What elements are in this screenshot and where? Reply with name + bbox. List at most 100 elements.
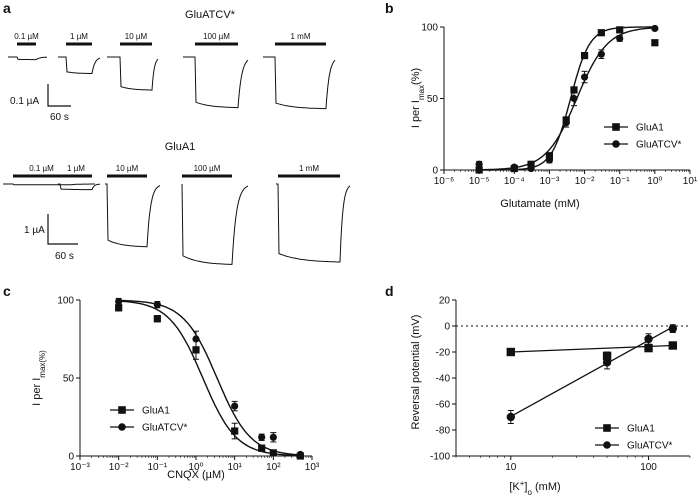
data-point-square <box>231 427 239 435</box>
data-point-circle <box>562 119 570 127</box>
current-trace <box>263 56 336 110</box>
x-tick-label: 10⁻³ <box>70 462 90 473</box>
panel-b-glutamate-dose-response: 10⁻⁶ 10⁻⁵ 10⁻⁴ 10⁻³ 10⁻² 10⁻¹ 10⁰ 10¹ 0 50 100 Glu… <box>410 23 698 211</box>
data-point-circle <box>506 412 516 422</box>
scale-y-top: 0.1 µA <box>10 96 39 107</box>
panel-d-reversal-potential: 10 100 20 0 -20 -40 -60 -80 -100 [K+]o (mM) Reve… <box>410 296 691 496</box>
data-point-circle <box>475 160 483 168</box>
x-tick-label: 10⁻¹ <box>147 462 167 473</box>
data-point-circle <box>258 433 266 441</box>
panel-a-traces: GluATCV* GluA1 0.1 µM 1 µM 10 µM 100 µM 1 mM… <box>3 9 351 265</box>
data-point-square <box>192 346 200 354</box>
scale-bar-bottom: 1 µA 60 s <box>24 214 78 262</box>
x-tick-label: 10³ <box>305 462 320 473</box>
y-tick-label: 0 <box>432 166 438 177</box>
concentration-label: 10 µM <box>125 32 148 41</box>
concentration-label: 1 mM <box>291 32 311 41</box>
x-tick-label: 10⁰ <box>188 462 203 473</box>
panel-letter-b: b <box>385 0 394 16</box>
data-point-square <box>258 444 266 452</box>
y-tick-label: 100 <box>421 23 438 34</box>
x-tick-label: 100 <box>640 462 657 473</box>
data-point-circle <box>644 334 653 344</box>
x-tick-label: 10⁻⁶ <box>434 176 455 187</box>
data-point-square <box>597 29 605 37</box>
y-tick-label: 50 <box>427 94 439 105</box>
data-point-circle <box>510 163 518 171</box>
x-tick-label: 10¹ <box>227 462 242 473</box>
data-point-square <box>118 406 126 414</box>
data-point-circle <box>269 433 277 441</box>
concentration-label: 1 mM <box>299 164 319 173</box>
data-point-circle <box>296 450 304 459</box>
data-point-circle <box>580 73 589 81</box>
current-trace <box>107 56 159 91</box>
current-trace <box>58 56 101 74</box>
d-xlabel: [K+]o (mM) <box>509 479 560 496</box>
trace-title-bottom: GluA1 <box>165 141 196 153</box>
data-point-square <box>527 160 535 168</box>
scale-y-bottom: 1 µA <box>24 225 45 236</box>
panel-letter-d: d <box>385 283 394 299</box>
data-point-circle <box>616 34 624 43</box>
data-point-square <box>668 341 677 350</box>
legend-label: GluATCV* <box>636 140 681 151</box>
data-point-circle <box>603 441 611 449</box>
data-point-circle <box>115 297 123 306</box>
data-point-circle <box>612 140 620 148</box>
c-xlabel: CNQX (µM) <box>167 469 225 481</box>
data-point-circle <box>651 24 659 33</box>
x-tick-label: 10⁻¹ <box>610 176 630 187</box>
x-tick-label: 10¹ <box>683 176 698 187</box>
fit-curve <box>479 26 655 171</box>
b-xlabel: Glutamate (mM) <box>500 198 579 210</box>
data-point-square <box>269 449 277 457</box>
scale-x-bottom: 60 s <box>55 251 74 262</box>
current-trace <box>183 56 249 109</box>
x-tick-label: 10⁰ <box>647 176 662 187</box>
data-point-circle <box>231 402 239 410</box>
data-point-circle <box>668 324 677 333</box>
current-trace <box>181 183 249 265</box>
concentration-label: 0.1 µM <box>14 32 39 41</box>
fit-curve <box>479 27 655 171</box>
y-tick-label: -60 <box>436 400 451 411</box>
data-point-square <box>545 152 554 160</box>
data-point-circle <box>153 301 161 309</box>
y-tick-label: 0 <box>444 322 450 333</box>
data-point-square <box>115 304 123 312</box>
x-tick-label: 10⁻³ <box>540 176 560 187</box>
y-tick-label: 20 <box>439 296 451 307</box>
legend-label: GluATCV* <box>627 441 672 452</box>
data-point-circle <box>118 423 126 431</box>
trace-title-top: GluATCV* <box>185 9 236 21</box>
legend-label: GluA1 <box>627 424 655 435</box>
concentration-label: 1 µM <box>67 164 85 173</box>
data-point-circle <box>545 156 554 164</box>
data-point-circle <box>570 94 578 103</box>
d-ylabel: Reversal potential (mV) <box>410 315 422 430</box>
current-trace <box>105 183 161 248</box>
data-point-circle <box>602 358 612 367</box>
current-trace <box>58 183 101 191</box>
concentration-label: 100 µM <box>203 32 230 41</box>
data-point-square <box>475 166 483 174</box>
x-tick-label: 10 <box>505 462 517 473</box>
concentration-label: 10 µM <box>116 164 139 173</box>
y-tick-label: -80 <box>436 426 451 437</box>
panel-letter-a: a <box>3 0 11 16</box>
legend-label: GluATCV* <box>142 423 187 434</box>
x-tick-label: 10² <box>266 462 281 473</box>
x-tick-label: 10⁻² <box>109 462 129 473</box>
data-point-circle <box>192 335 200 343</box>
c-ylabel: I per Imax(%) <box>31 350 47 406</box>
data-point-square <box>580 52 589 60</box>
x-tick-label: 10⁻⁵ <box>469 176 490 187</box>
y-tick-label: -100 <box>430 452 450 463</box>
y-tick-label: 50 <box>63 374 75 385</box>
panel-c-cnqx-inhibition: 10⁻³ 10⁻² 10⁻¹ 10⁰ 10¹ 10² 10³ 0 50 100 CNQX (µM)… <box>31 296 320 482</box>
x-tick-label: 10⁻⁴ <box>504 176 525 187</box>
data-point-circle <box>527 164 535 173</box>
data-point-square <box>570 86 578 94</box>
legend-label: GluA1 <box>142 406 170 417</box>
